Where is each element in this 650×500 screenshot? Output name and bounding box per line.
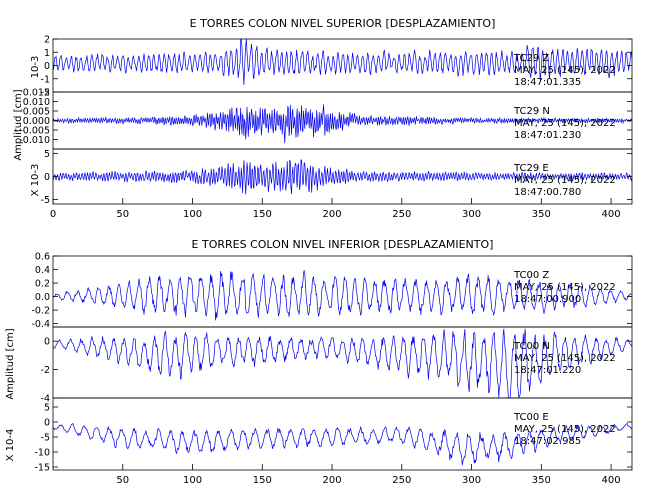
station-component-label: TC29 N: [513, 106, 550, 117]
y-tick-label: 0.6: [35, 252, 50, 263]
y-tick-label: -2: [41, 88, 50, 99]
y-tick-label: 0: [44, 172, 50, 183]
y-tick-label: 5: [44, 149, 50, 160]
series-trace-TC00-N: [52, 328, 633, 399]
y-tick-label: 0.005: [23, 107, 50, 118]
y-tick-label: 5: [44, 403, 50, 414]
y-tick-label: -2: [41, 365, 50, 376]
y-axis-label: X 10-4: [5, 429, 16, 462]
y-tick-label: 0: [44, 337, 50, 348]
chart-title: E TORRES COLON NIVEL SUPERIOR [DESPLAZAM…: [190, 17, 496, 30]
y-tick-label: -15: [34, 463, 50, 474]
y-tick-label: -5: [41, 433, 50, 444]
y-tick-label: 0.0: [35, 292, 50, 303]
station-component-label: TC29 E: [513, 163, 549, 174]
axes-layer: [52, 38, 633, 471]
x-tick-label: 100: [183, 475, 202, 486]
station-time-label: 18:47:00.780: [514, 187, 581, 198]
x-tick-label: 400: [602, 209, 621, 220]
y-tick-label: 0.010: [23, 97, 50, 108]
series-trace-TC00-Z: [52, 270, 633, 321]
y-tick-label: 0.2: [35, 279, 50, 290]
x-tick-label: 0: [50, 209, 56, 220]
y-axis-label: X 10-3: [30, 164, 41, 197]
station-date-label: MAY, 25 (145), 2022: [514, 353, 616, 364]
y-tick-label: 2: [44, 35, 50, 46]
y-tick-label: -0.2: [31, 306, 50, 317]
x-tick-label: 50: [116, 209, 129, 220]
station-date-label: MAY, 25 (145), 2022: [514, 65, 616, 76]
x-tick-label: 250: [392, 475, 411, 486]
y-tick-label: 1: [44, 48, 50, 59]
station-date-label: MAY, 25 (145), 2022: [514, 118, 616, 129]
station-time-label: 18:47:01.230: [514, 130, 581, 141]
x-tick-label: 400: [602, 475, 621, 486]
y-tick-label: -0.010: [19, 135, 50, 146]
x-tick-label: 150: [253, 475, 272, 486]
traces-layer: [52, 38, 633, 466]
y-tick-label: 0.015: [23, 88, 50, 99]
x-tick-label: 350: [532, 475, 551, 486]
y-axis-label: Amplitud [cm]: [13, 89, 24, 160]
series-trace-TC29-Z: [52, 38, 633, 85]
station-component-label: TC00 Z: [513, 270, 549, 281]
y-axis-label: 10-3: [30, 56, 41, 79]
x-tick-label: 300: [462, 209, 481, 220]
x-tick-label: 350: [532, 209, 551, 220]
station-date-label: MAY, 25 (145), 2022: [514, 424, 616, 435]
series-trace-TC29-E: [52, 159, 633, 195]
x-tick-label: 200: [322, 209, 341, 220]
station-component-label: TC29 Z: [513, 53, 549, 64]
y-axis-label: Amplitud [cm]: [5, 328, 16, 399]
station-component-label: TC00 N: [513, 341, 550, 352]
station-date-label: MAY, 25 (145), 2022: [514, 282, 616, 293]
y-tick-label: 0: [44, 61, 50, 72]
panel-frame: [52, 397, 633, 471]
y-tick-label: -0.4: [31, 319, 50, 330]
y-tick-label: -0.005: [19, 126, 50, 137]
x-tick-label: 300: [462, 475, 481, 486]
y-tick-label: -10: [34, 448, 50, 459]
y-tick-label: 0.4: [35, 265, 50, 276]
station-date-label: MAY, 25 (145), 2022: [514, 175, 616, 186]
series-trace-TC29-N: [52, 104, 633, 144]
series-trace-TC00-E: [52, 423, 633, 466]
station-time-label: 18:47:00.900: [514, 294, 581, 305]
y-tick-label: -4: [41, 394, 50, 405]
station-time-label: 18:47:01.220: [514, 365, 581, 376]
chart-title: E TORRES COLON NIVEL INFERIOR [DESPLAZAM…: [192, 238, 494, 251]
x-tick-label: 50: [116, 475, 129, 486]
text-layer: E TORRES COLON NIVEL SUPERIOR [DESPLAZAM…: [5, 17, 621, 486]
x-tick-label: 200: [322, 475, 341, 486]
y-tick-label: 0.000: [23, 116, 50, 127]
x-tick-label: 100: [183, 209, 202, 220]
y-tick-label: -1: [41, 74, 50, 85]
y-tick-label: -5: [41, 195, 50, 206]
x-tick-label: 150: [253, 209, 272, 220]
y-tick-label: 0: [44, 418, 50, 429]
x-tick-label: 250: [392, 209, 411, 220]
station-component-label: TC00 E: [513, 412, 549, 423]
station-time-label: 18:47:01.335: [514, 77, 581, 88]
station-time-label: 18:47:02.985: [514, 436, 581, 447]
